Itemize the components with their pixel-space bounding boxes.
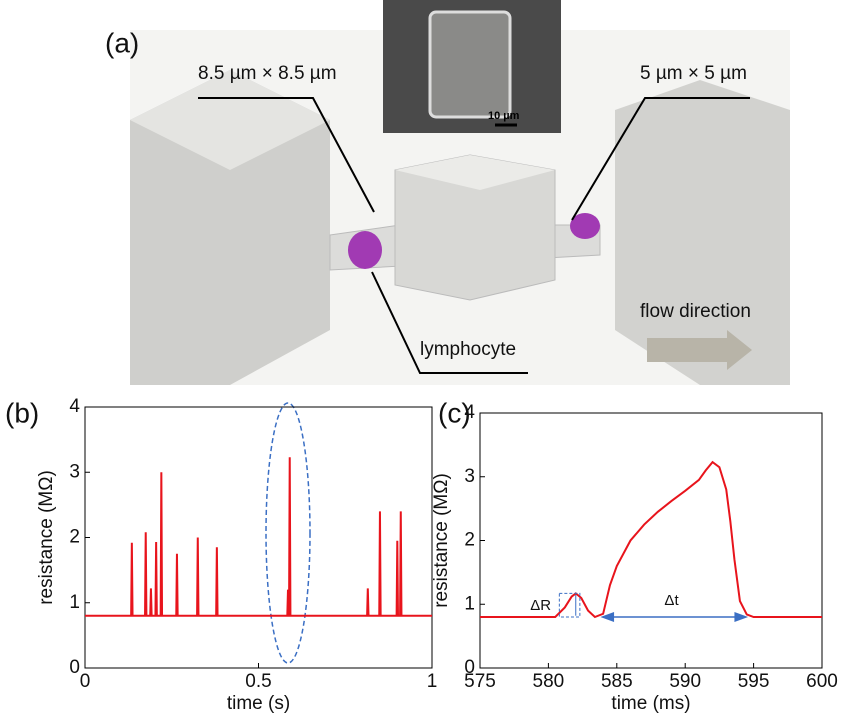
annotation: 8.5 µm × 8.5 µm: [198, 63, 337, 84]
panel-label: (b): [5, 397, 39, 428]
cell-left: [348, 231, 382, 269]
x-tick-label: 590: [669, 671, 701, 692]
y-tick-label: 2: [464, 530, 475, 551]
annotation: ΔR: [530, 597, 551, 614]
y-axis-label: resistance (MΩ): [36, 470, 57, 605]
y-tick-label: 1: [69, 592, 80, 613]
plot-frame: [480, 413, 822, 668]
x-tick-label: 585: [601, 671, 633, 692]
y-tick-label: 3: [69, 461, 80, 482]
x-tick-label: 0: [80, 671, 91, 692]
annotation: Δt: [664, 592, 679, 609]
render-a: (a) 8.5 µm × 8.5 µm 5 µm × 5 µm 10 µm ly…: [105, 0, 790, 385]
x-axis-label: time (ms): [611, 693, 690, 714]
y-tick-label: 1: [464, 593, 475, 614]
annotation: 5 µm × 5 µm: [640, 63, 747, 84]
highlight-ellipse: [266, 403, 310, 663]
x-tick-label: 595: [738, 671, 770, 692]
y-tick-label: 0: [69, 657, 80, 678]
delta-r-box: [559, 593, 580, 617]
x-tick-label: 1: [427, 671, 438, 692]
annotation: flow direction: [640, 301, 751, 322]
y-tick-label: 3: [464, 466, 475, 487]
micrograph-chamber: [430, 12, 510, 117]
data-line: [480, 462, 822, 617]
x-tick-label: 580: [533, 671, 565, 692]
x-tick-label: 0.5: [245, 671, 271, 692]
panel-label: (a): [105, 27, 139, 58]
y-tick-label: 2: [69, 527, 80, 548]
y-axis-label: resistance (MΩ): [431, 473, 452, 608]
figure: (a) 8.5 µm × 8.5 µm 5 µm × 5 µm 10 µm ly…: [0, 0, 861, 718]
annotation: lymphocyte: [420, 339, 516, 360]
x-tick-label: 575: [464, 671, 496, 692]
data-line: [85, 457, 432, 616]
y-tick-label: 4: [69, 396, 80, 417]
x-axis-label: time (s): [227, 693, 290, 714]
scale-label: 10 µm: [488, 110, 520, 122]
x-tick-label: 600: [806, 671, 838, 692]
panel-label: (c): [438, 397, 471, 428]
